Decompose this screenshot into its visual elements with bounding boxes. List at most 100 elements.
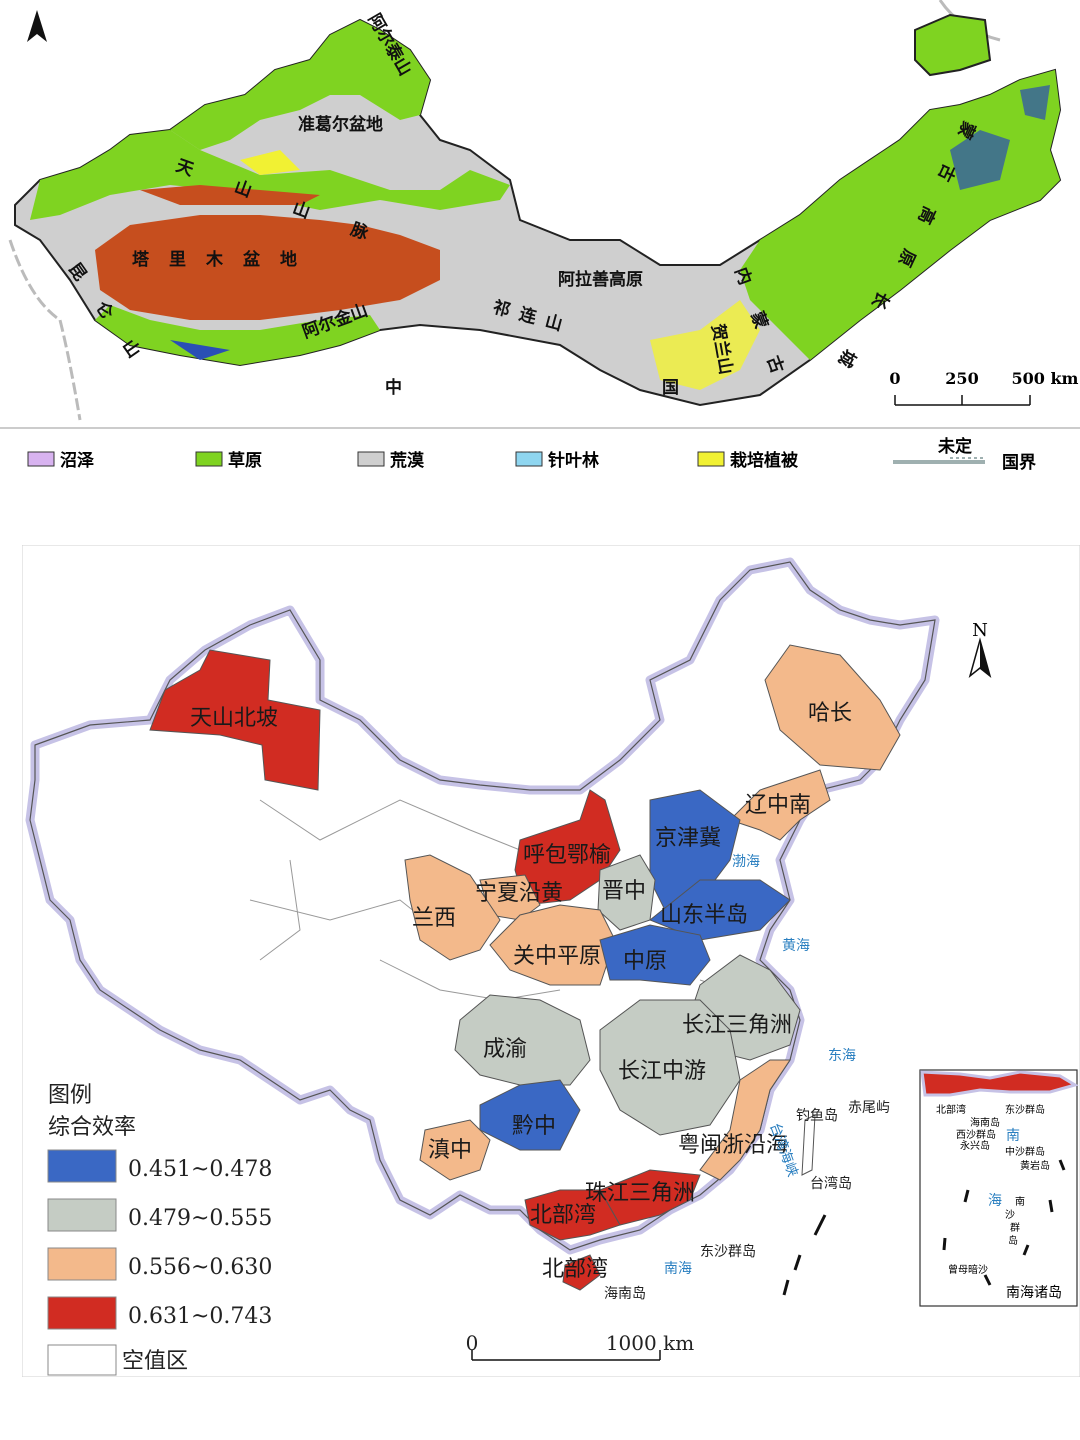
region-hainan [562,1254,601,1291]
label-yangtze-mid: 长江中游 [618,1059,706,1084]
label-chiwei: 赤尾屿 [848,1100,890,1116]
scale-top-t1: 250 [945,369,978,388]
label-guanzhong: 关中平原 [513,944,601,969]
north-arrow-icon [27,10,47,42]
legend-swamp-label: 沼泽 [60,450,94,471]
region-hachang [764,644,901,771]
label-qianzhong: 黔中 [512,1114,556,1139]
legend-conifer: 针叶林 [515,450,599,471]
region-zhongyuan [599,924,711,986]
inset-sha: 沙 [1005,1209,1015,1221]
region-beibu [524,1189,621,1241]
region-tianshan-north [149,649,321,791]
legend-class-4: 0.631~0.743 [128,1304,272,1329]
label-yuemin: 粤闽浙沿海 [678,1133,788,1158]
legend-conifer-label: 针叶林 [548,450,599,471]
legend-class-2: 0.479~0.555 [128,1206,272,1231]
grassland-south [95,305,380,365]
legend-swamp: 沼泽 [27,450,94,471]
region-qianzhong [479,1079,581,1151]
region-liaozhongnan [729,769,831,841]
inset-caption: 南海诸岛 [1006,1285,1062,1301]
label-jingjinji: 京津冀 [655,826,721,851]
label-jinzhong: 晋中 [602,879,646,904]
region-lanxi [404,854,501,961]
label-prd: 珠江三角洲 [585,1181,695,1206]
label-alxa: 阿拉善高原 [558,269,643,290]
north-arrow-icon: N [968,620,992,679]
legend-border: 未定 国界 [893,436,1036,473]
label-beibu-sea: 北部湾 [542,1257,608,1282]
region-chengyu [454,994,591,1086]
legend-swatch-1 [47,1149,117,1183]
legend-subtitle: 综合效率 [48,1115,136,1140]
grassland-tianshan [30,130,510,220]
inset-dao: 岛 [1008,1234,1018,1247]
scale-bottom-t0: 0 [466,1331,479,1355]
north-label: N [972,620,988,641]
label-liaozhongnan: 辽中南 [745,793,811,818]
scale-bar-top: 0 250 500 km [889,369,1079,406]
scale-top-t0: 0 [889,369,900,388]
inset-huangyan: 黄岩岛 [1020,1159,1050,1172]
grassland-northeast [914,13,992,77]
inset-nan: 南 [1006,1128,1020,1144]
inset-nan2: 南 [1015,1195,1025,1208]
legend-swatch-4 [47,1296,117,1330]
inset-yongxing: 永兴岛 [960,1139,990,1152]
legend-class-1: 0.451~0.478 [128,1157,272,1182]
taiwan-island [801,1114,816,1176]
region-yuemin [699,1059,791,1181]
scale-bar-bottom: 0 1000 km [466,1331,694,1361]
scale-bottom-t1: 1000 km [606,1331,694,1355]
label-yellow-sea: 黄海 [782,937,810,954]
label-diaoyu: 钓鱼岛 [796,1107,838,1124]
legend-grassland: 草原 [195,451,262,471]
efficiency-legend: 图例 综合效率 0.451~0.478 0.479~0.555 0.556~0.… [47,1083,272,1376]
inset-zengmu: 曾母暗沙 [948,1263,988,1276]
label-hubaoeyu: 呼包鄂榆 [523,843,611,868]
scale-top-t2: 500 km [1012,369,1079,388]
label-east-sea: 东海 [828,1048,856,1064]
label-yangtze-delta: 长江三角洲 [682,1013,792,1038]
maritime-boundary [782,1214,827,1296]
vegetation-legend: 沼泽 草原 荒漠 针叶林 栽培植被 未定 国界 [27,436,1036,473]
legend-border-label: 国界 [1002,453,1036,473]
label-tianshan-north: 天山北坡 [190,706,278,731]
legend-cultivated-label: 栽培植被 [730,450,798,471]
label-beibu: 北部湾 [530,1203,596,1228]
label-china: 中国 [385,377,939,398]
label-dianzhong: 滇中 [428,1138,472,1163]
legend-swatch-3 [47,1247,117,1281]
legend-swatch-empty [47,1344,117,1376]
inset-qun: 群 [1010,1221,1020,1234]
inset-hainan: 海南岛 [970,1116,1000,1129]
label-dongsha: 东沙群岛 [700,1244,756,1260]
efficiency-map: 天山北坡 哈长 辽中南 京津冀 呼包鄂榆 晋中 宁夏沿黄 兰西 山东半岛 关中平… [22,545,1080,1377]
inset-xisha: 西沙群岛 [956,1128,996,1141]
inset-zhongsha: 中沙群岛 [1005,1145,1045,1158]
legend-class-3: 0.556~0.630 [128,1255,272,1280]
region-dianzhong [419,1119,491,1181]
inset-dongsha: 东沙群岛 [1005,1103,1045,1116]
label-zhongyuan: 中原 [623,949,667,974]
legend-swatch-2 [47,1198,117,1232]
label-tarim: 塔里木盆地 [132,249,317,270]
label-junggar: 准葛尔盆地 [298,114,383,135]
legend-desert: 荒漠 [357,450,425,471]
legend-empty: 空值区 [122,1349,188,1374]
label-south-sea: 南海 [664,1261,692,1277]
grassland-north [170,20,430,150]
label-bohai: 渤海 [732,854,760,870]
south-china-sea-inset: 北部湾 东沙群岛 海南岛 西沙群岛 永兴岛 南 中沙群岛 黄岩岛 海 南 沙 群… [919,1069,1079,1307]
legend-undetermined-label: 未定 [937,436,972,457]
vegetation-map: 阿尔泰山 准葛尔盆地 天山山脉 塔里木盆地 昆仑山 阿尔金山 祁连山 阿拉善高原… [0,0,1080,430]
legend-desert-label: 荒漠 [389,450,425,471]
label-shandong: 山东半岛 [660,903,748,928]
label-ningxia: 宁夏沿黄 [475,881,563,906]
legend-title: 图例 [48,1083,92,1108]
label-lanxi: 兰西 [412,906,456,931]
label-hachang: 哈长 [808,701,852,726]
tarim-basin-shape [95,215,440,320]
legend-cultivated: 栽培植被 [697,450,798,471]
